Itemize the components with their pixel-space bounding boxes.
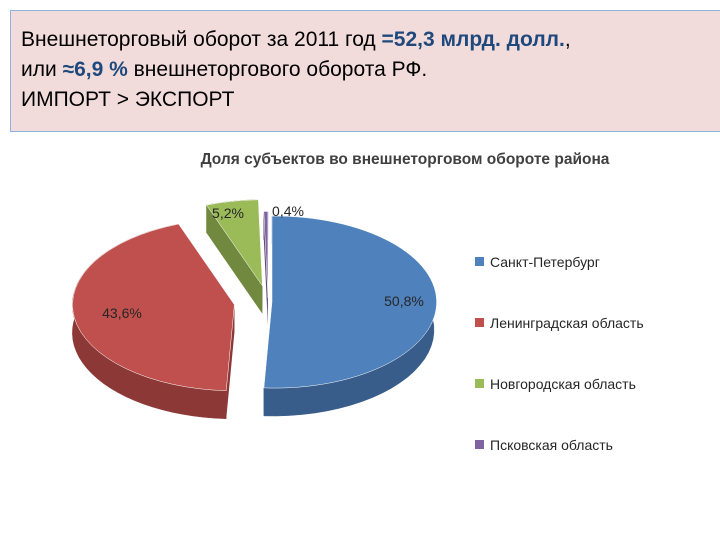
slice-1-label: 50,8% bbox=[384, 293, 424, 309]
slice-1-top bbox=[263, 215, 437, 389]
header-line-1: Внешнеторговый оборот за 2011 год =52,3 … bbox=[21, 28, 571, 51]
legend-swatch-1 bbox=[475, 257, 484, 266]
legend-label-2: Ленинградская область bbox=[490, 315, 644, 331]
legend-swatch-3 bbox=[475, 379, 484, 388]
chart-title: Доля субъектов во внешнеторговом обороте… bbox=[201, 151, 610, 168]
header-line-3: ИМПОРТ > ЭКСПОРТ bbox=[21, 88, 235, 111]
header-line-2: или ≈6,9 % внешнеторгового оборота РФ. bbox=[21, 58, 428, 81]
legend-label-1: Санкт-Петербург bbox=[490, 254, 600, 270]
slice-2-label: 43,6% bbox=[102, 305, 142, 321]
turnover-value: =52,3 млрд. долл. bbox=[381, 28, 565, 51]
slice-2-top bbox=[72, 223, 235, 391]
slice-3-label: 5,2% bbox=[212, 205, 244, 221]
legend-swatch-2 bbox=[475, 318, 484, 327]
slice-3-top bbox=[206, 199, 263, 287]
slice-2-face-1 bbox=[226, 304, 235, 419]
share-value: ≈6,9 % bbox=[62, 58, 128, 81]
legend-label-3: Новгородская область bbox=[490, 376, 636, 392]
chart-legend: Санкт-Петербург Ленинградская область Новг… bbox=[475, 254, 644, 453]
legend-swatch-4 bbox=[475, 440, 484, 449]
slice-4-top bbox=[263, 211, 269, 298]
slice-4-face-1 bbox=[263, 211, 268, 326]
slice-3-face-1 bbox=[206, 205, 263, 314]
legend-label-4: Псковская область bbox=[490, 437, 613, 453]
header-textbox: Внешнеторговый оборот за 2011 год =52,3 … bbox=[10, 10, 720, 132]
pie-chart: Доля субъектов во внешнеторговом обороте… bbox=[72, 151, 644, 453]
pie-tops bbox=[72, 199, 437, 391]
slice-4-label: 0,4% bbox=[272, 203, 304, 219]
pie-labels: 50,8% 43,6% 5,2% 0,4% bbox=[102, 203, 424, 321]
